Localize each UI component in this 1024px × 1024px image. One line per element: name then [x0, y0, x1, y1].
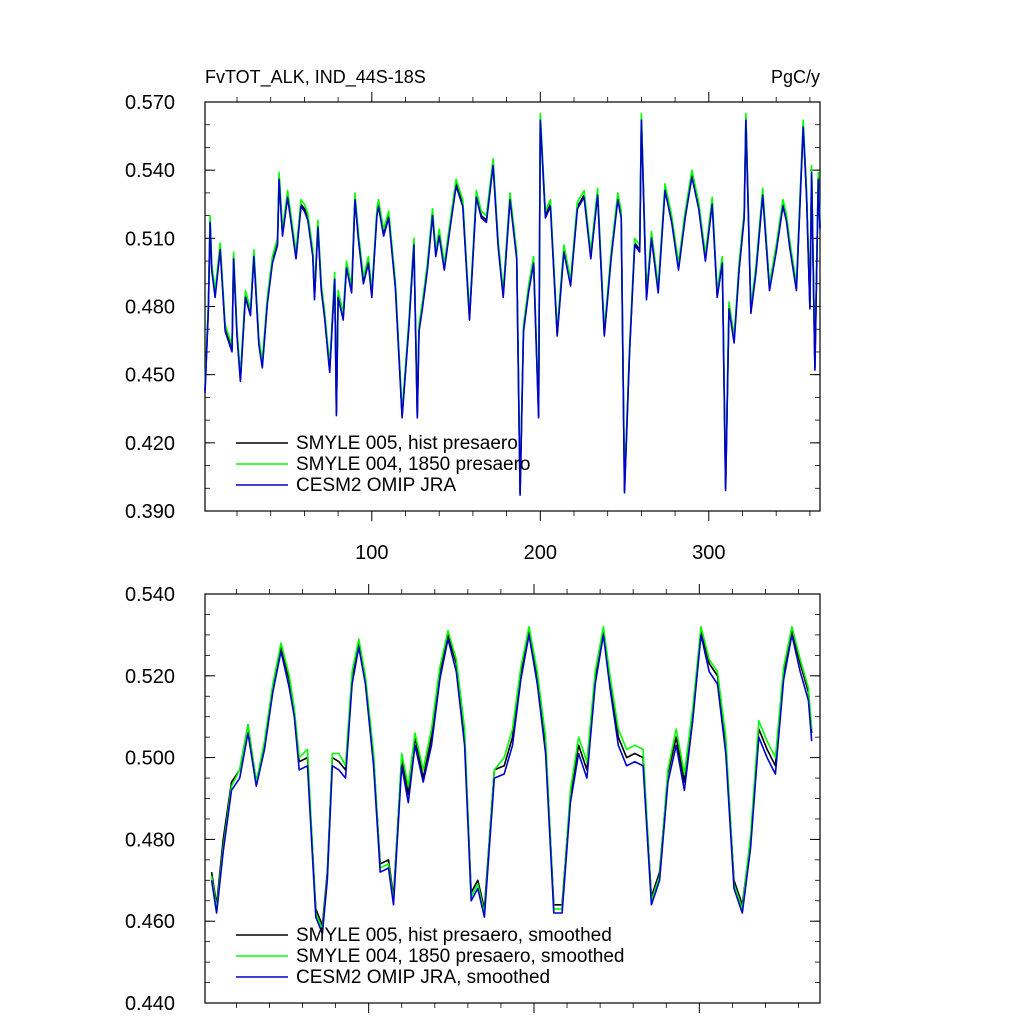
top-legend-label-1: SMYLE 005, hist presaero [296, 433, 518, 454]
top-ytick-label: 0.540 [125, 160, 175, 182]
top-panel-units: PgC/y [771, 67, 820, 87]
bottom-ytick-label: 0.480 [125, 829, 175, 851]
bottom-ytick-label: 0.500 [125, 748, 175, 770]
bottom-ytick-label: 0.460 [125, 911, 175, 933]
bottom-ytick-label: 0.440 [125, 993, 175, 1015]
bottom-legend-label-2: SMYLE 004, 1850 presaero, smoothed [296, 946, 624, 967]
top-ytick-label: 0.390 [125, 501, 175, 523]
top-xtick-label: 300 [692, 542, 725, 564]
bottom-series-line-1 [210, 629, 813, 927]
bottom-legend-label-3: CESM2 OMIP JRA, smoothed [296, 967, 550, 988]
top-panel-series [204, 112, 821, 496]
bottom-legend-label-1: SMYLE 005, hist presaero, smoothed [296, 925, 612, 946]
bottom-series-line-2 [210, 625, 813, 931]
top-ytick-label: 0.420 [125, 433, 175, 455]
bottom-panel: 0.440 0.460 0.480 0.500 0.520 0.540 SMYLE 005… [125, 584, 821, 1015]
top-legend-label-2: SMYLE 004, 1850 presaero [296, 454, 531, 475]
top-panel: FvTOT_ALK, IND_44S-18S PgC/y 0.3900.4200… [125, 67, 821, 564]
top-panel-title: FvTOT_ALK, IND_44S-18S [205, 67, 426, 88]
bottom-panel-ticks: 0.440 0.460 0.480 0.500 0.520 0.540 [125, 584, 820, 1015]
top-ytick-label: 0.570 [125, 92, 175, 114]
top-xtick-label: 100 [355, 542, 388, 564]
bottom-series-line-3 [210, 634, 813, 935]
top-ytick-label: 0.510 [125, 228, 175, 250]
top-ytick-label: 0.480 [125, 297, 175, 319]
bottom-ytick-label: 0.520 [125, 666, 175, 688]
bottom-panel-legend: SMYLE 005, hist presaero, smoothedSMYLE … [236, 925, 624, 988]
bottom-ytick-label: 0.540 [125, 584, 175, 606]
bottom-panel-series [210, 625, 813, 935]
top-panel-ticks: 0.390 0.420 0.450 0.480 0.510 0.540 0.570 100 20… [125, 92, 820, 564]
top-xtick-label: 200 [524, 542, 557, 564]
top-series-line-3 [204, 119, 821, 496]
top-legend-label-3: CESM2 OMIP JRA [296, 475, 456, 496]
top-ytick-label: 0.450 [125, 365, 175, 387]
